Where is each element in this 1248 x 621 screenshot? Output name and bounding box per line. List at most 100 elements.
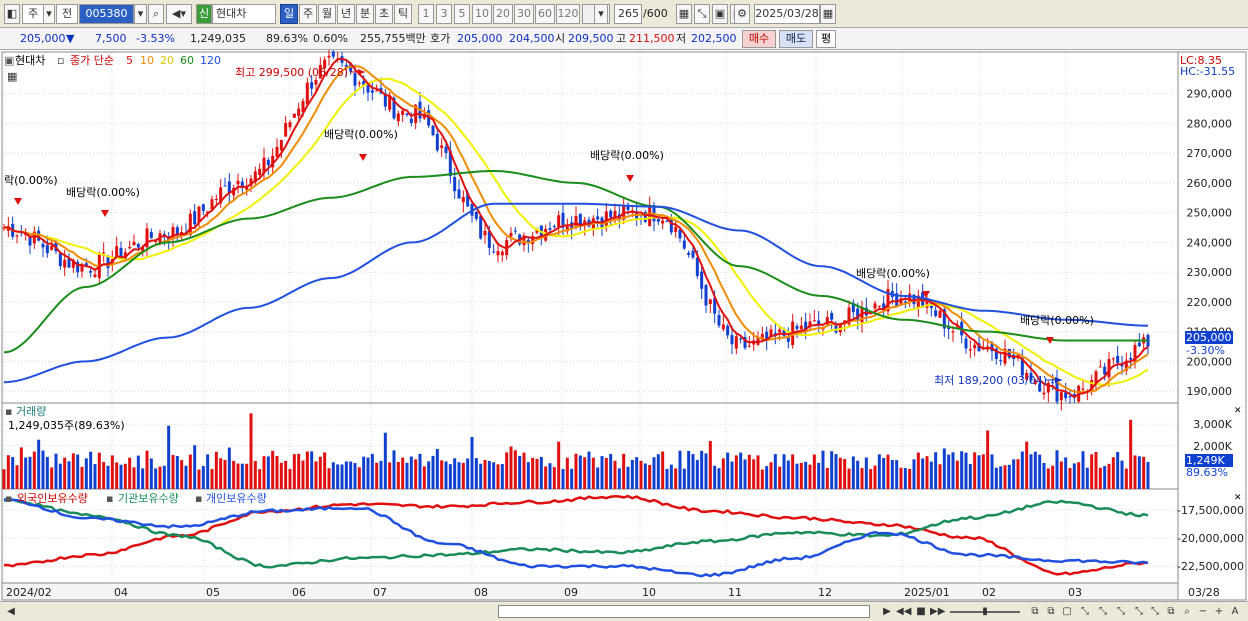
volume-bar [1046, 468, 1050, 489]
type-dropdown[interactable]: 전 [56, 4, 78, 24]
tool-icon[interactable]: ⧉ [1047, 606, 1055, 617]
font-icon[interactable]: A [1231, 606, 1239, 617]
tool-icon[interactable]: ⤡ [1081, 606, 1089, 617]
chevron-down-icon[interactable]: ▾ [134, 4, 147, 24]
table-icon[interactable]: ▦ [7, 70, 18, 83]
tool-icon[interactable]: ⧉ [1031, 606, 1039, 617]
candle-body [292, 113, 296, 118]
candle-body [799, 325, 803, 330]
tick-60[interactable]: 60 [535, 4, 555, 24]
tab-minute[interactable]: 분 [356, 4, 374, 24]
chart-area[interactable]: 2024/02 04 05 06 07 08 09 10 11 12 2025/01 02 03 03/2… [0, 50, 1248, 601]
sound-icon[interactable]: ◀▾ [166, 4, 192, 24]
tool-icon[interactable]: ⤡ [1117, 606, 1125, 617]
tab-year[interactable]: 년 [337, 4, 355, 24]
pane-settings-icon[interactable]: ▪ [5, 492, 13, 505]
calendar-icon[interactable]: ▦ [820, 4, 836, 24]
y-tick-label: 290,000 [1187, 88, 1233, 101]
candle-body [457, 189, 461, 199]
last-page-icon[interactable]: ▶▶ [930, 606, 946, 617]
tool-icon[interactable]: ⤡ [1151, 606, 1159, 617]
eval-button[interactable]: 평 [816, 30, 836, 48]
candle-body [934, 310, 938, 317]
volume-bar [327, 468, 331, 489]
tick-120[interactable]: 120 [556, 4, 580, 24]
high-annotation: 최고 299,500 (06/28) [235, 66, 349, 79]
tick-5[interactable]: 5 [454, 4, 470, 24]
zoom-slider-handle[interactable]: ▮ [982, 606, 988, 617]
tool-icon[interactable]: ▢ [1062, 606, 1072, 617]
scroll-thumb[interactable] [498, 605, 870, 618]
scroll-left-icon[interactable]: ◀ [7, 606, 15, 617]
pane-close-icon[interactable]: ▫ [57, 54, 65, 67]
candle-body [210, 199, 214, 210]
pane-close-icon[interactable]: ✕ [1234, 406, 1242, 416]
volume-bar [934, 452, 938, 489]
stock-name-field[interactable]: 현대차 [212, 4, 276, 24]
y-tick-label: 200,000 [1187, 355, 1233, 368]
scroll-right-icon[interactable]: ▶ [883, 606, 891, 617]
tab-week[interactable]: 주 [299, 4, 317, 24]
dividend-arrow-icon [922, 291, 930, 298]
volume-bar [743, 459, 747, 489]
tick-30[interactable]: 30 [514, 4, 534, 24]
chevron-down-icon[interactable]: ▾ [43, 4, 55, 24]
tick-10[interactable]: 10 [472, 4, 492, 24]
count-input[interactable]: 265 [614, 4, 642, 24]
draw-icon[interactable]: ⤡ [694, 4, 710, 24]
candle-body [479, 216, 483, 239]
buy-button[interactable]: 매수 [742, 30, 776, 48]
save-icon[interactable]: ▣ [712, 4, 728, 24]
candle-body [188, 213, 192, 235]
chart-type-icon[interactable]: ▦ [676, 4, 692, 24]
tick-1[interactable]: 1 [418, 4, 434, 24]
search-icon[interactable]: ⌕ [1184, 606, 1190, 617]
tool-icon[interactable]: ⤡ [1135, 606, 1143, 617]
volume-bar [903, 468, 907, 489]
candle-body [1081, 388, 1085, 390]
tab-day[interactable]: 일 [280, 4, 298, 24]
ma10-line [3, 65, 1149, 394]
current-rate-tag: -3.30% [1186, 344, 1225, 357]
volume-bar [492, 462, 496, 489]
tool-icon[interactable]: ⧉ [1167, 606, 1175, 617]
date-input[interactable]: 2025/03/28 [754, 4, 820, 24]
tool-icon[interactable]: ⤡ [1099, 606, 1107, 617]
volume-bar [1072, 463, 1076, 489]
zoom-in-icon[interactable]: + [1214, 606, 1224, 617]
sell-button[interactable]: 매도 [779, 30, 813, 48]
zoom-out-icon[interactable]: − [1198, 606, 1208, 617]
pane-settings-icon[interactable]: ▣ [4, 54, 15, 67]
search-icon[interactable]: ⌕ [148, 4, 164, 24]
volume-bar [964, 452, 968, 489]
zoom-slider-track[interactable] [950, 611, 1020, 613]
candle-body [704, 285, 708, 306]
bottom-scrollbar[interactable]: ◀ ▶ ◀◀ ■ ▶▶ ▮ ⧉ ⧉ ▢ ⤡ ⤡ ⤡ ⤡ ⤡ ⧉ ⌕ − + A [0, 601, 1248, 621]
chevron-down-icon[interactable]: ▾ [594, 4, 608, 24]
gear-icon[interactable]: ⚙ [734, 4, 750, 24]
tab-month[interactable]: 월 [318, 4, 336, 24]
candle-body [431, 125, 435, 136]
volume-bar [479, 463, 483, 489]
tab-tick[interactable]: 틱 [394, 4, 412, 24]
tick-20[interactable]: 20 [493, 4, 513, 24]
volume-bar [84, 458, 88, 489]
pane-close-icon[interactable]: ✕ [1234, 493, 1242, 503]
high-label: 고 [616, 32, 627, 45]
volume-bar [1111, 457, 1115, 489]
tab-second[interactable]: 초 [375, 4, 393, 24]
pane-settings-icon[interactable]: ▪ [5, 405, 13, 418]
stop-icon[interactable]: ■ [916, 606, 926, 617]
period-dropdown[interactable]: 주 [22, 4, 44, 24]
candle-body [1094, 371, 1098, 384]
pane-settings-icon[interactable]: ▪ [106, 492, 114, 505]
tick-3[interactable]: 3 [436, 4, 452, 24]
first-page-icon[interactable]: ◀◀ [896, 606, 912, 617]
candle-body [674, 227, 678, 232]
candle-body [32, 231, 36, 244]
candle-body [136, 244, 140, 248]
pane-settings-icon[interactable]: ▪ [195, 492, 203, 505]
stock-code-input[interactable]: 005380 [79, 4, 134, 24]
volume-bar [444, 461, 448, 489]
chart-icon[interactable]: ◧ [4, 4, 20, 24]
